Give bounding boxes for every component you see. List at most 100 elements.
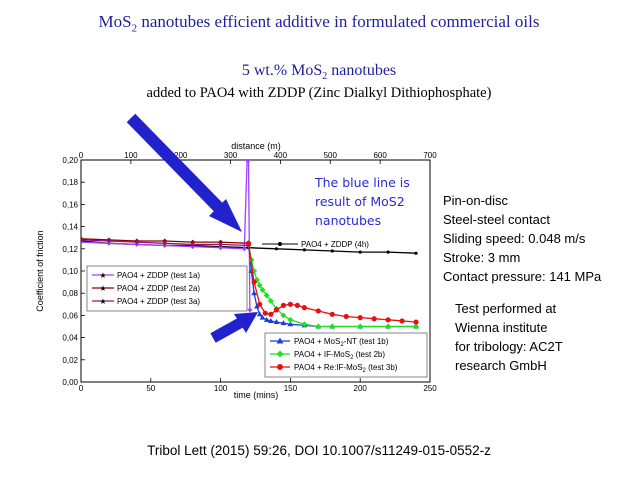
legend-test2a: PAO4 + ZDDP (test 2a)	[117, 284, 200, 293]
legend-re-if-mos2: PAO4 + Re:IF-MoS2 (test 3b)	[294, 363, 398, 374]
friction-axis-label: Coefficient of friction	[35, 230, 45, 311]
data-point	[315, 323, 322, 330]
data-point	[287, 321, 294, 327]
data-point	[247, 307, 253, 313]
y-tick-label: 0,14	[62, 223, 78, 232]
x2-tick-label: 400	[274, 151, 288, 160]
data-point	[81, 237, 84, 243]
data-point	[274, 247, 279, 251]
y-tick-label: 0,16	[62, 200, 78, 209]
condition-line: Steel-steel contact	[443, 212, 550, 227]
data-point	[262, 310, 268, 316]
legend-test1a: PAO4 + ZDDP (test 1a)	[117, 271, 200, 280]
data-point	[399, 318, 405, 324]
institute-line: for tribology: AC2T	[455, 339, 563, 354]
data-point	[329, 311, 335, 317]
x2-tick-label: 200	[174, 151, 188, 160]
x2-tick-label: 100	[124, 151, 138, 160]
x2-tick-label: 300	[224, 151, 238, 160]
data-point	[280, 302, 287, 309]
distance-axis-label: distance (m)	[231, 141, 281, 151]
data-point	[343, 313, 349, 320]
x-axis: 0 50 100 150 200 250	[79, 378, 437, 393]
data-point	[273, 319, 280, 325]
legend-test3a: PAO4 + ZDDP (test 3a)	[117, 297, 200, 306]
data-point	[245, 240, 252, 246]
data-point	[263, 316, 270, 322]
legend-4h: PAO4 + ZDDP (4h)	[262, 240, 369, 249]
institute-note: Test performed at Wienna institute for t…	[455, 299, 563, 375]
data-point	[218, 245, 224, 251]
data-point	[357, 323, 364, 330]
data-point	[280, 312, 287, 319]
data-point	[358, 250, 362, 254]
data-point	[254, 303, 260, 309]
arrow-large	[126, 113, 242, 232]
annotation-line-3: nanotubes	[315, 213, 381, 228]
x-tick-label: 50	[146, 384, 155, 393]
data-point	[106, 238, 112, 244]
x2-tick-label: 600	[373, 151, 387, 160]
y-tick-label: 0,20	[62, 156, 78, 165]
data-point	[256, 282, 263, 289]
legend-mos2: PAO4 + MoS2-NT (test 1b) PAO4 + IF-MoS2 …	[264, 332, 428, 378]
legend-zddp: ★ PAO4 + ZDDP (test 1a) ★ PAO4 + ZDDP (t…	[86, 265, 248, 312]
x-tick-label: 250	[423, 384, 437, 393]
legend-4h-label: PAO4 + ZDDP (4h)	[301, 240, 369, 249]
data-point	[329, 323, 336, 330]
data-point	[246, 160, 252, 163]
legend-mos2-nt: PAO4 + MoS2-NT (test 1b)	[294, 337, 389, 348]
data-point	[315, 308, 321, 314]
y-tick-label: 0,18	[62, 178, 78, 187]
data-point	[190, 241, 196, 247]
annotation-line-2: result of MoS2	[315, 194, 405, 209]
citation: Tribol Lett (2015) 59:26, DOI 10.1007/s1…	[147, 443, 491, 458]
data-point	[301, 305, 307, 311]
slide-title: MoS2 nanotubes efficient additive in for…	[98, 12, 540, 35]
data-point	[241, 246, 247, 252]
data-point	[414, 251, 418, 255]
svg-text:★: ★	[99, 271, 106, 280]
x-tick-label: 200	[354, 384, 368, 393]
data-point	[267, 297, 274, 304]
data-point	[385, 317, 391, 323]
svg-text:★: ★	[99, 284, 106, 293]
y-tick-label: 0,08	[62, 289, 78, 298]
y-tick-label: 0,00	[62, 378, 78, 387]
data-point	[218, 241, 224, 247]
data-point	[371, 316, 377, 322]
data-point	[251, 279, 257, 285]
data-point	[386, 250, 390, 254]
data-point	[302, 248, 306, 252]
x2-tick-label: 0	[79, 151, 84, 160]
x-tick-label: 100	[214, 384, 228, 393]
condition-line: Pin-on-disc	[443, 193, 509, 208]
data-point	[162, 240, 168, 246]
y-tick-label: 0,02	[62, 356, 78, 365]
data-point	[385, 323, 392, 330]
data-point	[256, 311, 263, 317]
x2-tick-label: 700	[423, 151, 437, 160]
y-tick-label: 0,12	[62, 245, 78, 254]
data-point	[134, 239, 140, 245]
y-axis: 0,00 0,02 0,04 0,06 0,08 0,10 0,12 0,14 0,16 0,18…	[62, 156, 85, 387]
y-tick-label: 0,04	[62, 334, 78, 343]
data-point	[273, 307, 280, 313]
data-point	[263, 292, 270, 299]
data-point	[287, 316, 294, 323]
data-point	[413, 319, 419, 325]
series-line	[81, 160, 251, 310]
x-tick-label: 0	[79, 384, 84, 393]
x-tick-label: 150	[284, 384, 298, 393]
data-point	[357, 315, 363, 321]
data-point	[268, 317, 274, 323]
annotation-line-1: The blue line is	[314, 175, 410, 190]
institute-line: Test performed at	[455, 301, 557, 316]
y-tick-label: 0,06	[62, 311, 78, 320]
y-tick-label: 0,10	[62, 267, 78, 276]
institute-line: Wienna institute	[455, 320, 548, 335]
series-test3a	[81, 237, 252, 248]
data-point	[259, 314, 266, 320]
data-point	[280, 320, 287, 326]
condition-line: Sliding speed: 0.048 m/s	[443, 231, 586, 246]
